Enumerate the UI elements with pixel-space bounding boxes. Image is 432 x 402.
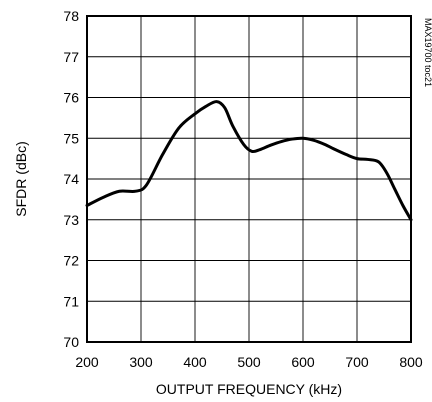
x-tick-label: 700 bbox=[345, 354, 369, 370]
y-tick-labels: 70 71 72 73 74 75 76 77 78 bbox=[63, 8, 79, 350]
y-tick-label: 77 bbox=[63, 49, 79, 65]
y-tick-label: 72 bbox=[63, 253, 79, 269]
figure-code-label: MAX19700 toc21 bbox=[423, 18, 432, 87]
grid bbox=[86, 15, 412, 343]
y-axis-title: SFDR (dBc) bbox=[13, 141, 29, 216]
x-tick-label: 800 bbox=[399, 354, 423, 370]
x-tick-label: 400 bbox=[183, 354, 207, 370]
y-tick-label: 76 bbox=[63, 90, 79, 106]
series-layer bbox=[85, 100, 413, 222]
y-tick-label: 75 bbox=[63, 130, 79, 146]
y-tick-label: 71 bbox=[63, 293, 79, 309]
sfdr-series-line bbox=[85, 100, 413, 222]
x-axis-title: OUTPUT FREQUENCY (kHz) bbox=[156, 381, 342, 397]
x-tick-label: 200 bbox=[75, 354, 99, 370]
y-tick-label: 78 bbox=[63, 8, 79, 24]
y-tick-label: 74 bbox=[63, 171, 79, 187]
x-tick-labels: 200 300 400 500 600 700 800 bbox=[75, 354, 423, 370]
y-tick-label: 73 bbox=[63, 212, 79, 228]
y-tick-label: 70 bbox=[63, 334, 79, 350]
x-tick-label: 300 bbox=[129, 354, 153, 370]
plot-frame bbox=[86, 15, 412, 343]
x-tick-label: 600 bbox=[291, 354, 315, 370]
x-tick-label: 500 bbox=[237, 354, 261, 370]
